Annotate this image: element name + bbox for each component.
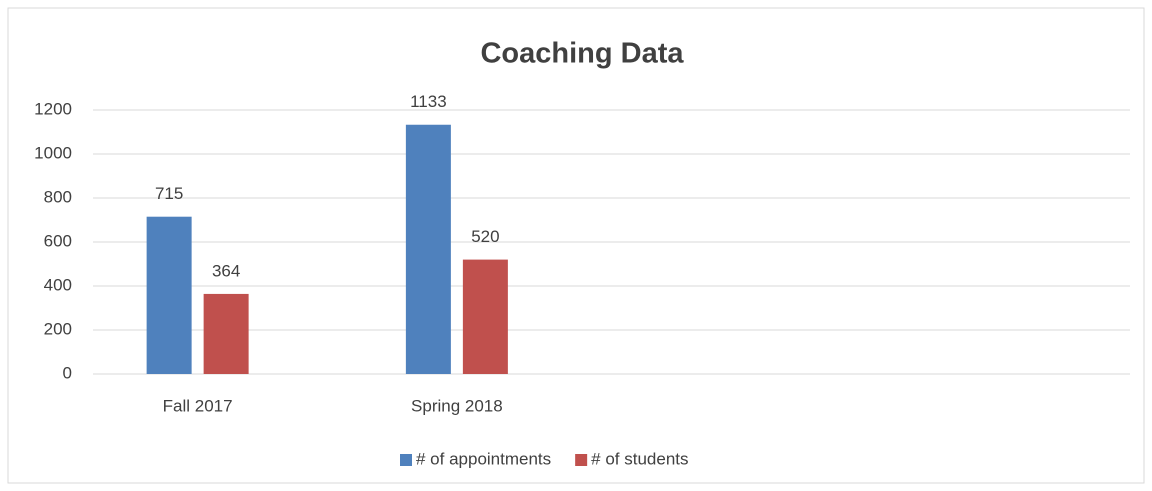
- data-label: 364: [212, 261, 240, 280]
- y-tick-label: 1000: [34, 143, 72, 162]
- y-tick-label: 0: [63, 363, 72, 382]
- y-tick-label: 800: [44, 187, 72, 206]
- data-label: 715: [155, 184, 183, 203]
- data-label: 520: [471, 227, 499, 246]
- chart-title: Coaching Data: [480, 38, 684, 70]
- y-tick-label: 1200: [34, 99, 72, 118]
- data-label: 1133: [410, 92, 447, 111]
- y-tick-label: 600: [44, 231, 72, 250]
- legend-swatch: [575, 454, 588, 466]
- bar: [203, 293, 249, 374]
- bar: [146, 216, 192, 374]
- bar: [462, 259, 508, 374]
- x-tick-label: Fall 2017: [163, 396, 233, 415]
- bar: [405, 124, 451, 375]
- y-tick-label: 400: [44, 275, 72, 294]
- legend-label: # of appointments: [416, 449, 551, 468]
- legend-swatch: [400, 454, 412, 466]
- legend-label: # of students: [591, 449, 688, 468]
- x-tick-label: Spring 2018: [411, 396, 503, 415]
- chart-frame: [7, 7, 1145, 484]
- y-tick-label: 200: [44, 319, 72, 338]
